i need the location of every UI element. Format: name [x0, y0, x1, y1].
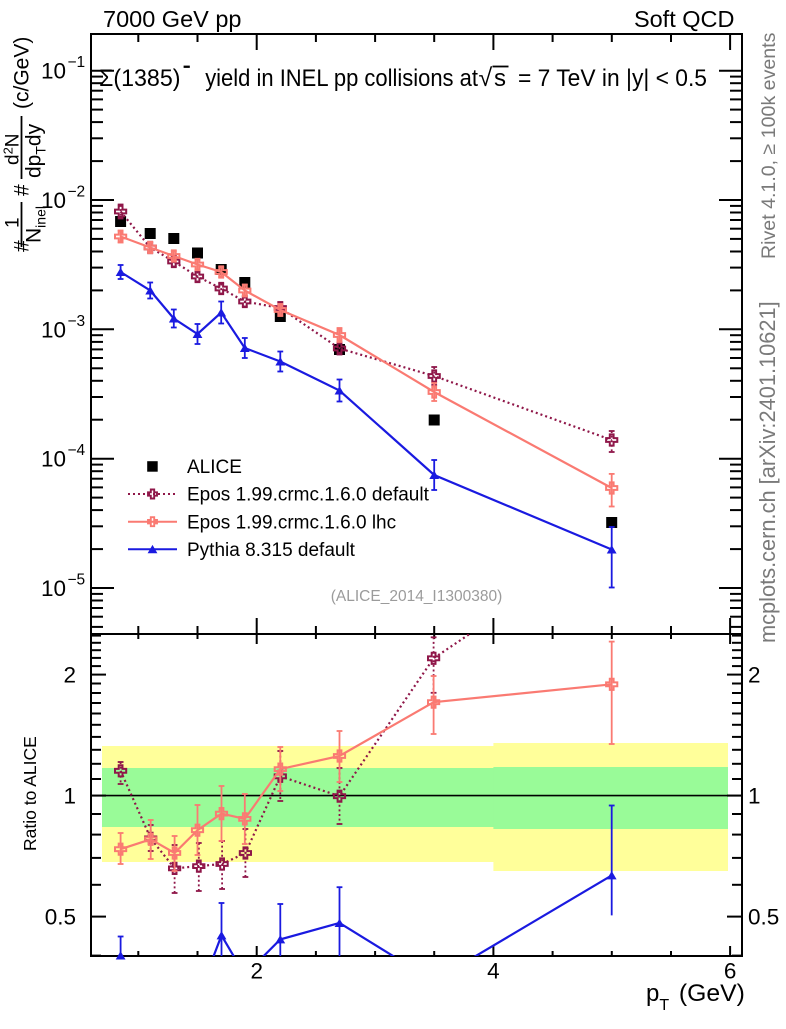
svg-text:(GeV): (GeV): [679, 980, 745, 1007]
svg-text:(c/GeV): (c/GeV): [11, 37, 34, 109]
svg-text:Epos 1.99.crmc.1.6.0 default: Epos 1.99.crmc.1.6.0 default: [187, 485, 430, 506]
svg-text:10: 10: [41, 188, 66, 213]
svg-text:−1: −1: [68, 54, 86, 71]
svg-text:0.5: 0.5: [45, 905, 76, 930]
svg-text:7000 GeV pp: 7000 GeV pp: [103, 6, 242, 32]
svg-text:Ratio to ALICE: Ratio to ALICE: [20, 736, 40, 851]
svg-text:10: 10: [41, 317, 66, 342]
svg-text:−4: −4: [68, 442, 86, 459]
svg-text:d2N: d2N: [1, 133, 24, 165]
svg-text:1: 1: [63, 784, 76, 809]
svg-text:Rivet 4.1.0, ≥ 100k events: Rivet 4.1.0, ≥ 100k events: [758, 32, 780, 259]
svg-text:2: 2: [63, 663, 76, 688]
svg-text:= 7 TeV in |y| < 0.5: = 7 TeV in |y| < 0.5: [518, 65, 707, 92]
svg-text:Σ(1385): Σ(1385): [99, 65, 181, 92]
svg-text:0.5: 0.5: [748, 905, 779, 930]
svg-text:yield in INEL pp collisions at: yield in INEL pp collisions at: [205, 65, 478, 92]
svg-text:(ALICE_2014_I1300380): (ALICE_2014_I1300380): [331, 588, 503, 605]
svg-text:10: 10: [41, 447, 66, 472]
svg-text:Soft QCD: Soft QCD: [634, 6, 735, 32]
svg-text:Epos 1.99.crmc.1.6.0 lhc: Epos 1.99.crmc.1.6.0 lhc: [187, 512, 396, 533]
svg-text:ALICE: ALICE: [187, 457, 242, 478]
svg-text:4: 4: [487, 959, 500, 984]
svg-text:2: 2: [748, 663, 761, 688]
svg-text:1: 1: [748, 784, 761, 809]
svg-text:−5: −5: [68, 572, 86, 589]
svg-text:2: 2: [250, 959, 263, 984]
svg-text:6: 6: [724, 959, 737, 984]
svg-text:−3: −3: [68, 313, 86, 330]
svg-text:−2: −2: [68, 184, 86, 201]
svg-text:s: s: [494, 65, 506, 92]
svg-text:#: #: [11, 184, 34, 196]
svg-text:√: √: [479, 64, 493, 92]
svg-text:mcplots.cern.ch [arXiv:2401.10: mcplots.cern.ch [arXiv:2401.10621]: [755, 301, 780, 643]
svg-text:10: 10: [41, 576, 66, 601]
svg-text:Pythia 8.315 default: Pythia 8.315 default: [187, 540, 356, 561]
svg-text:1: 1: [3, 217, 24, 228]
svg-text:10: 10: [41, 59, 66, 84]
